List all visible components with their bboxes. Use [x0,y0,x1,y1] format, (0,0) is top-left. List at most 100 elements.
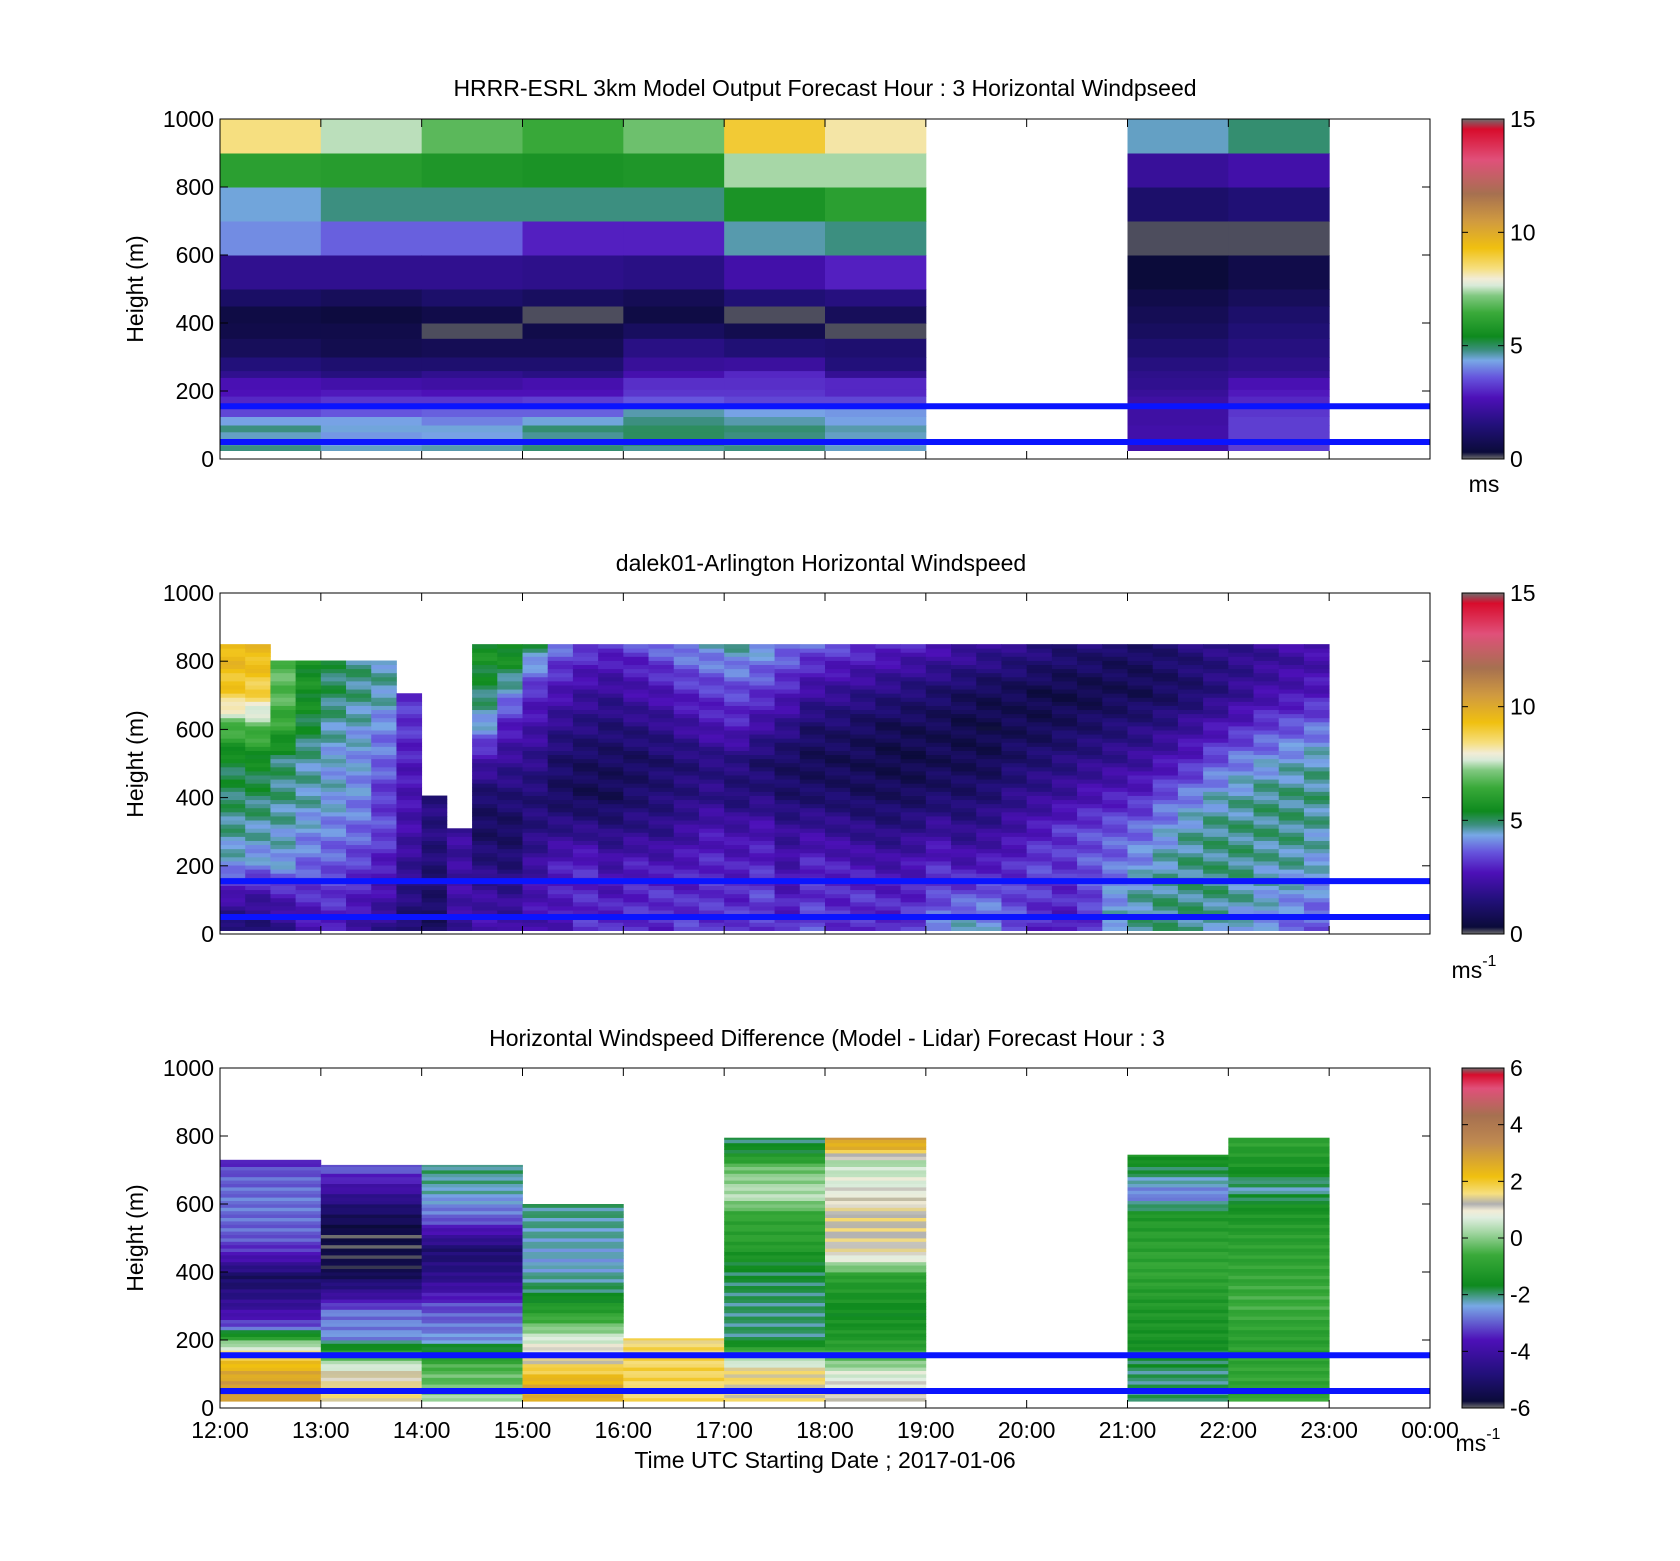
heatmap-cell [1026,754,1053,760]
heatmap-cell [497,644,523,649]
heatmap-cell [346,926,372,931]
heatmap-cell [245,906,271,911]
heatmap-cell [1228,820,1254,825]
heatmap-cell [900,803,927,809]
heatmap-cell [1127,221,1229,256]
heatmap-cell [1177,787,1204,792]
heatmap-cell [698,775,725,780]
heatmap-cell [1001,742,1028,747]
heatmap-cell [320,357,423,372]
heatmap-cell [724,705,750,711]
heatmap-cell [951,893,977,899]
heatmap-cell [850,918,876,923]
heatmap-cell [1152,910,1179,915]
heatmap-cell [547,799,574,805]
heatmap-cell [1051,713,1078,719]
heatmap-cell [1102,750,1128,756]
heatmap-cell [648,680,675,686]
heatmap-cell [1127,676,1154,682]
heatmap-cell [1127,1221,1229,1225]
heatmap-cell [346,901,372,907]
heatmap-cell [623,791,649,796]
heatmap-cell [421,1272,523,1276]
heatmap-cell [799,685,826,690]
heatmap-cell [1102,918,1128,923]
heatmap-cell [572,762,599,768]
heatmap-cell [1303,910,1330,915]
heatmap-cell [799,730,826,735]
heatmap-cell [598,803,624,809]
heatmap-cell [850,680,876,686]
heatmap-cell [1278,807,1305,813]
heatmap-cell [1026,725,1053,731]
heatmap-cell [497,693,523,698]
heatmap-cell [220,779,246,784]
heatmap-cell [1127,370,1229,378]
heatmap-cell [774,856,801,862]
heatmap-cell [673,656,700,661]
heatmap-cell [875,824,902,829]
heatmap-cell [1228,918,1254,923]
heatmap-cell [1278,783,1305,788]
heatmap-cell [724,889,750,895]
heatmap-cell [320,1255,423,1259]
heatmap-cell [522,668,549,674]
heatmap-cell [749,910,775,915]
heatmap-cell [220,750,246,756]
heatmap-cell [295,840,322,846]
heatmap-cell [976,803,1002,809]
heatmap-cell [522,844,549,850]
heatmap-cell [497,811,523,817]
heatmap-cell [472,709,498,715]
heatmap-cell [1127,885,1154,891]
heatmap-cell [951,746,977,751]
heatmap-cell [1177,783,1204,788]
heatmap-cell [572,721,599,727]
heatmap-cell [1253,742,1280,747]
heatmap-cell [421,832,448,837]
heatmap-cell [1228,738,1254,743]
heatmap-cell [1127,1204,1229,1208]
heatmap-cell [295,869,322,874]
heatmap-cell [421,377,523,390]
heatmap-cell [1177,779,1204,784]
heatmap-cell [572,697,599,702]
heatmap-cell [295,861,322,866]
heatmap-cell [1253,861,1280,866]
heatmap-cell [825,1183,927,1188]
heatmap-cell [220,1306,322,1310]
y-tick-label: 600 [176,242,214,268]
heatmap-cell [421,1309,523,1314]
heatmap-cell [295,689,322,694]
heatmap-cell [270,844,297,850]
heatmap-cell [724,1261,826,1266]
heatmap-cell [1203,734,1229,739]
heatmap-cell [648,816,675,821]
heatmap-cell [220,370,322,378]
heatmap-cell [875,697,902,702]
heatmap-cell [1152,856,1179,862]
heatmap-cell [245,828,271,833]
heatmap-cell [295,816,322,821]
heatmap-cell [220,656,246,661]
heatmap-cell [1253,869,1280,874]
heatmap-cell [320,1285,423,1290]
heatmap-cell [1026,852,1053,858]
heatmap-cell [220,742,246,747]
heatmap-cell [245,771,271,776]
heatmap-cell [1102,664,1128,670]
heatmap-cell [825,656,851,661]
heatmap-cell [1026,648,1053,653]
heatmap-cell [497,664,523,670]
heatmap-cell [1127,323,1229,339]
heatmap-cell [1001,680,1028,686]
heatmap-cell [648,697,675,702]
heatmap-cell [1026,717,1053,723]
heatmap-cell [572,758,599,764]
heatmap-cell [1127,377,1229,390]
heatmap-cell [1228,1163,1330,1167]
heatmap-cell [421,856,448,862]
heatmap-cell [1203,721,1229,727]
heatmap-cell [1152,693,1179,698]
heatmap-cell [976,734,1002,739]
